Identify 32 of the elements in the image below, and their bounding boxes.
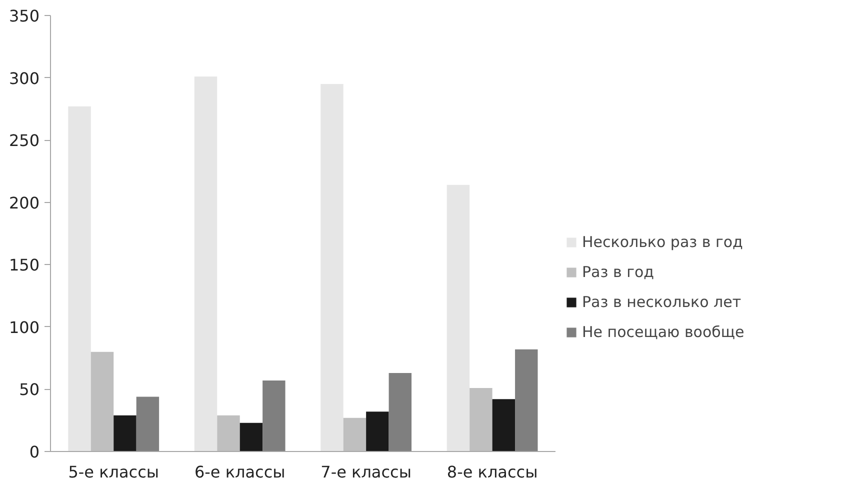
bar — [470, 388, 492, 452]
legend-label: Раз в несколько лет — [582, 293, 742, 311]
bar — [68, 106, 91, 452]
bar — [366, 412, 389, 452]
x-tick-label: 5-е классы — [68, 462, 160, 482]
bar — [262, 380, 286, 452]
bar — [217, 415, 240, 452]
bar — [492, 399, 516, 452]
y-tick-label: 200 — [8, 193, 40, 212]
bar — [343, 418, 366, 452]
y-tick-label: 300 — [8, 68, 40, 88]
bar — [114, 415, 136, 452]
bar — [136, 396, 160, 452]
y-tick-label: 0 — [29, 442, 40, 462]
y-tick-label: 250 — [8, 131, 40, 150]
x-tick-label: 7-е классы — [320, 462, 412, 482]
bar — [320, 84, 344, 452]
bar — [90, 352, 114, 452]
bar — [388, 373, 412, 452]
y-tick-label: 350 — [8, 6, 40, 26]
bar — [194, 76, 218, 452]
bar — [515, 349, 538, 452]
x-tick-label: 6-е классы — [194, 462, 286, 482]
x-tick-label: 8-е классы — [446, 462, 538, 482]
y-tick-label: 100 — [8, 318, 40, 337]
y-tick-label: 150 — [8, 256, 40, 275]
legend-label: Несколько раз в год — [582, 233, 743, 251]
y-tick-label: 50 — [19, 380, 40, 400]
legend-label: Не посещаю вообще — [582, 323, 744, 341]
bar — [240, 422, 263, 452]
legend-label: Раз в год — [582, 263, 654, 281]
bar — [446, 184, 470, 452]
